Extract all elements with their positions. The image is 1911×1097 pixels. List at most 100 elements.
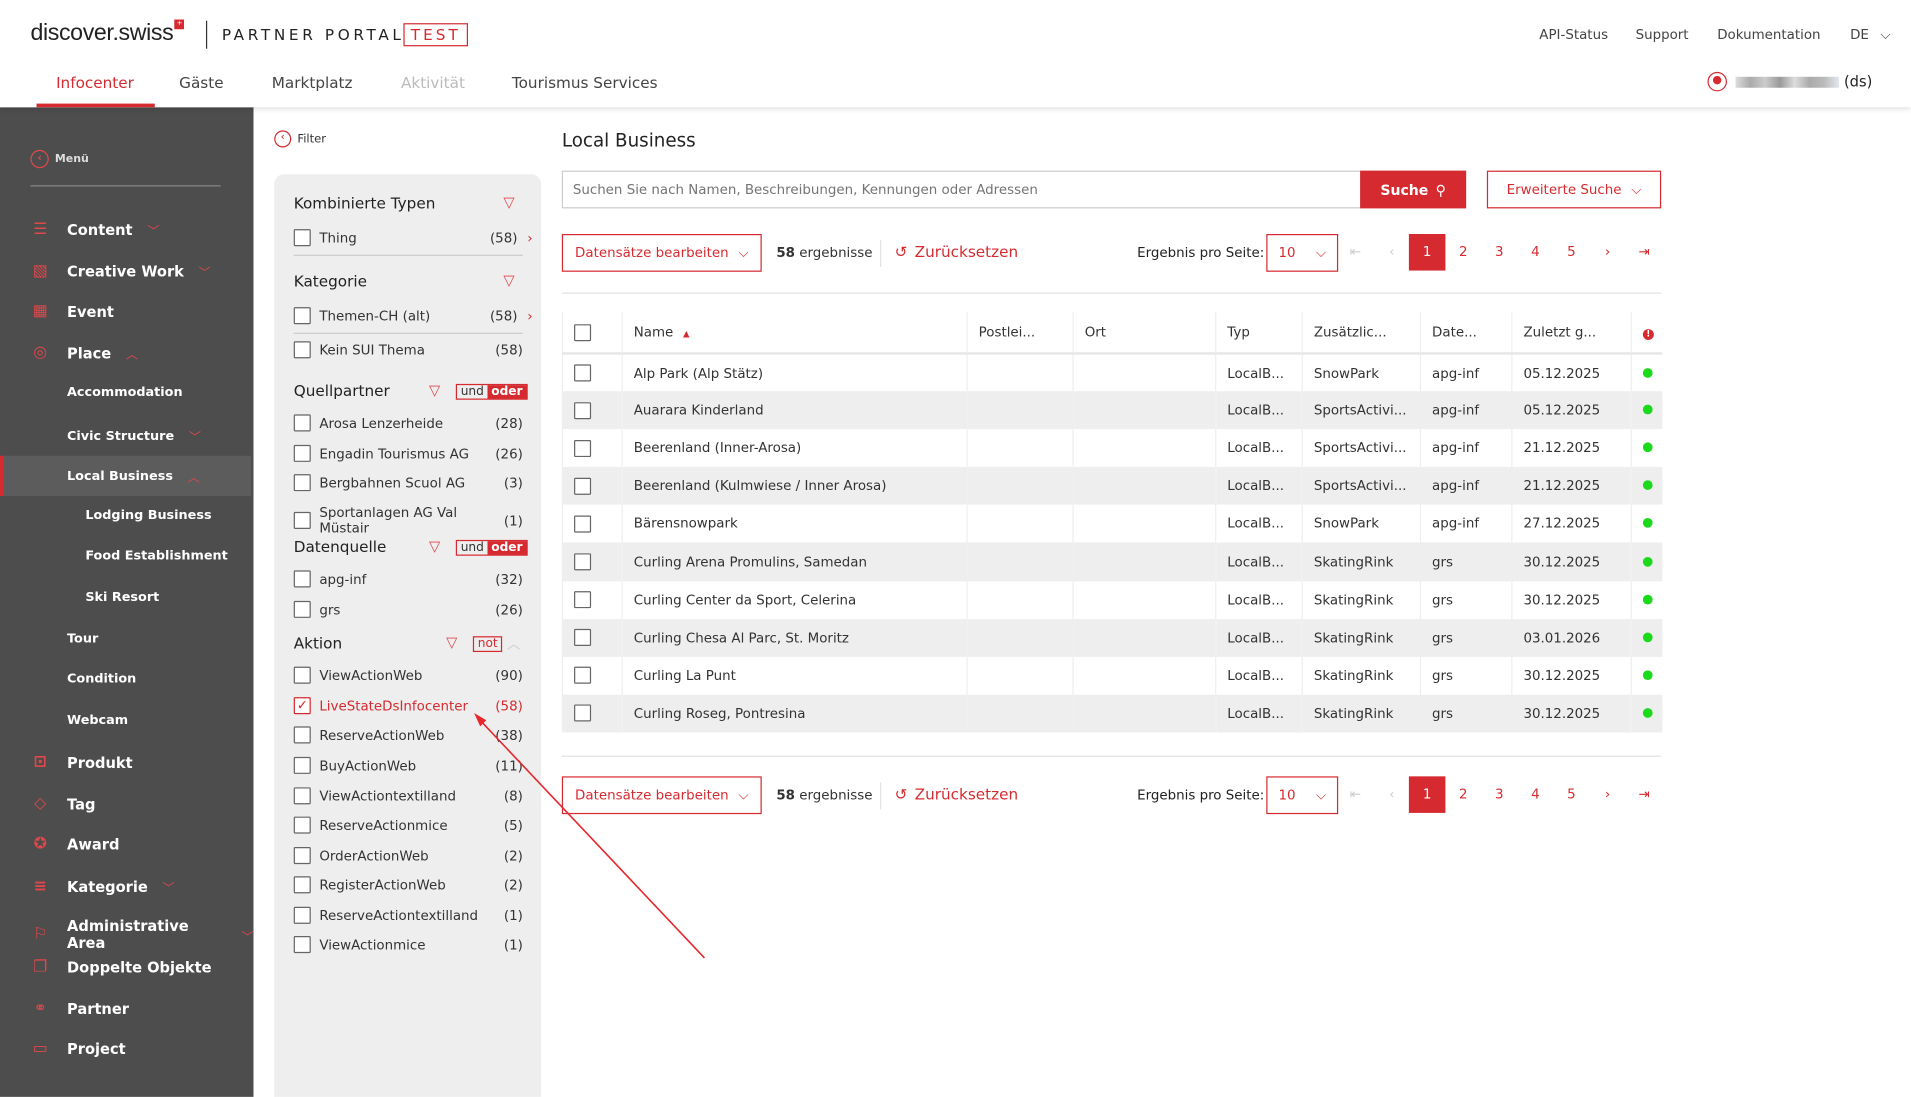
page-4-button[interactable]: 4 xyxy=(1531,243,1540,260)
chevron-right-icon[interactable]: › xyxy=(527,229,533,246)
filter-option-arosa-lenzerheide[interactable]: Arosa Lenzerheide (28) xyxy=(293,414,523,432)
row-checkbox[interactable] xyxy=(574,553,592,571)
reset-button[interactable]: ↺ Zurücksetzen xyxy=(894,784,1019,804)
cell-name[interactable]: Curling La Punt xyxy=(621,656,968,695)
sidebar-item-administrative-area[interactable]: ⚐ Administrative Area ﹀ xyxy=(33,918,254,952)
chevron-down-icon[interactable]: ﹀ xyxy=(198,266,211,281)
sidebar-item-ski-resort[interactable]: Ski Resort xyxy=(85,589,160,605)
page-3-button[interactable]: 3 xyxy=(1495,243,1504,260)
filter-option-viewactionmice[interactable]: ViewActionmice (1) xyxy=(293,936,523,954)
filter-option-livestatedsinfocenter[interactable]: ✓ LiveStateDsInfocenter (58) xyxy=(293,697,523,715)
checkbox[interactable] xyxy=(293,787,311,805)
per-page-select[interactable]: 10 ⌵ xyxy=(1266,234,1339,272)
checkbox[interactable] xyxy=(293,600,311,618)
chevron-down-icon[interactable]: ﹀ xyxy=(241,930,254,944)
filter-option-reserveactiontextilland[interactable]: ReserveActiontextilland (1) xyxy=(293,906,523,924)
row-checkbox[interactable] xyxy=(574,591,592,609)
column-header-date[interactable]: Date... xyxy=(1419,312,1512,355)
chevron-down-icon[interactable]: ﹀ xyxy=(188,431,201,445)
checkbox[interactable] xyxy=(293,726,311,744)
table-row[interactable]: Beerenland (Kulmwiese / Inner Arosa) Loca… xyxy=(561,467,1662,506)
select-all-checkbox[interactable] xyxy=(574,323,592,341)
cell-name[interactable]: Curling Center da Sport, Celerina xyxy=(621,580,968,619)
page-1-button[interactable]: 1 xyxy=(1408,776,1446,813)
column-header-typ[interactable]: Typ xyxy=(1215,312,1303,355)
cell-name[interactable]: Beerenland (Inner-Arosa) xyxy=(621,429,968,468)
chevron-down-icon[interactable]: ﹀ xyxy=(147,225,160,239)
checkbox[interactable] xyxy=(293,847,311,865)
checkbox[interactable] xyxy=(293,511,311,529)
filter-funnel-icon[interactable]: ▽ xyxy=(503,193,515,211)
table-row[interactable]: Bärensnowpark LocalB... SnowPark apg-inf 27.… xyxy=(561,505,1662,543)
advanced-search-button[interactable]: Erweiterte Suche ⌵ xyxy=(1486,170,1662,209)
sidebar-item-doppelte-objekte[interactable]: ❐ Doppelte Objekte xyxy=(33,959,211,977)
sidebar-item-civic-structure[interactable]: Civic Structure ﹀ xyxy=(67,428,201,445)
table-row[interactable]: Curling Chesa Al Parc, St. Moritz LocalB.… xyxy=(561,618,1662,657)
checkbox[interactable] xyxy=(293,474,311,492)
chevron-up-icon[interactable]: ︿ xyxy=(507,636,521,653)
filter-collapse-button[interactable]: ‹ Filter xyxy=(274,130,326,148)
sidebar-item-content[interactable]: ☰ Content ﹀ xyxy=(33,221,160,239)
first-page-icon[interactable]: ⇤ xyxy=(1349,243,1361,260)
filter-funnel-icon[interactable]: ▽ xyxy=(503,271,515,289)
checkbox[interactable] xyxy=(293,229,311,247)
sidebar-item-food-establishment[interactable]: Food Establishment xyxy=(85,548,228,564)
page-2-button[interactable]: 2 xyxy=(1458,786,1468,802)
filter-option-viewactionweb[interactable]: ViewActionWeb (90) xyxy=(293,666,523,684)
language-select[interactable]: DE ⌵ xyxy=(1850,26,1891,43)
checkbox[interactable] xyxy=(293,876,311,894)
prev-page-icon[interactable]: ‹ xyxy=(1389,243,1395,260)
cell-name[interactable]: Curling Roseg, Pontresina xyxy=(621,694,968,733)
sidebar-item-accommodation[interactable]: Accommodation xyxy=(67,385,183,400)
table-row[interactable]: Alp Park (Alp Stätz) LocalB... SnowPark apg… xyxy=(561,353,1662,392)
column-header-zuletzt-g[interactable]: Zuletzt g... xyxy=(1511,312,1632,355)
sidebar-item-lodging-business[interactable]: Lodging Business xyxy=(85,508,212,523)
cell-name[interactable]: Alp Park (Alp Stätz) xyxy=(621,353,968,392)
checkbox[interactable] xyxy=(293,756,311,774)
filter-option-engadin-tourismus-ag[interactable]: Engadin Tourismus AG (26) xyxy=(293,444,523,462)
filter-option-buyactionweb[interactable]: BuyActionWeb (11) xyxy=(293,756,523,774)
api-status-link[interactable]: API-Status xyxy=(1539,26,1609,43)
user-icon[interactable]: ● xyxy=(1707,71,1727,92)
edit-records-button[interactable]: Datensätze bearbeiten ⌵ xyxy=(561,234,762,272)
and-option[interactable]: und xyxy=(460,385,484,399)
checkbox[interactable] xyxy=(293,906,311,924)
table-row[interactable]: Auarara Kinderland LocalB... SportsActivi.… xyxy=(561,391,1662,430)
last-page-icon[interactable]: ⇥ xyxy=(1638,786,1650,802)
tab-infocenter[interactable]: Infocenter xyxy=(56,73,134,92)
column-header-name[interactable]: Name ▲ xyxy=(621,312,968,355)
next-page-icon[interactable]: › xyxy=(1604,243,1611,260)
row-checkbox[interactable] xyxy=(574,515,592,533)
row-checkbox[interactable] xyxy=(574,704,592,722)
sidebar-item-place[interactable]: ◎ Place ︿ xyxy=(33,344,138,362)
next-page-icon[interactable]: › xyxy=(1604,786,1611,802)
page-1-button[interactable]: 1 xyxy=(1408,234,1446,271)
cell-name[interactable]: Curling Chesa Al Parc, St. Moritz xyxy=(621,618,968,657)
row-checkbox[interactable] xyxy=(574,667,592,685)
row-checkbox[interactable] xyxy=(574,439,592,457)
sidebar-item-partner[interactable]: ⚭ Partner xyxy=(34,1000,129,1018)
filter-option-themen-ch-alt[interactable]: Themen-CH (alt) (58) › xyxy=(293,307,533,325)
checkbox[interactable] xyxy=(293,816,311,834)
cell-name[interactable]: Beerenland (Kulmwiese / Inner Arosa) xyxy=(621,467,968,506)
documentation-link[interactable]: Dokumentation xyxy=(1717,26,1821,43)
per-page-select[interactable]: 10 ⌵ xyxy=(1266,776,1339,815)
logo[interactable]: discover.swiss + xyxy=(30,19,185,48)
row-checkbox[interactable] xyxy=(574,364,592,382)
menu-collapse-button[interactable]: ‹ Menü xyxy=(30,149,89,169)
sidebar-item-webcam[interactable]: Webcam xyxy=(67,712,129,728)
chevron-down-icon[interactable]: ﹀ xyxy=(162,882,175,896)
page-2-button[interactable]: 2 xyxy=(1458,243,1468,260)
sidebar-item-kategorie[interactable]: ≡ Kategorie ﹀ xyxy=(34,878,175,896)
page-3-button[interactable]: 3 xyxy=(1495,786,1504,802)
not-toggle[interactable]: not xyxy=(472,636,503,653)
support-link[interactable]: Support xyxy=(1635,26,1689,43)
checkbox[interactable]: ✓ xyxy=(293,697,311,715)
checkbox[interactable] xyxy=(293,936,311,954)
column-header-zusaetzlic[interactable]: Zusätzlic... xyxy=(1301,312,1421,355)
filter-option-reserveactionmice[interactable]: ReserveActionmice (5) xyxy=(293,816,523,834)
page-5-button[interactable]: 5 xyxy=(1567,243,1576,260)
filter-funnel-icon[interactable]: ▽ xyxy=(446,633,458,651)
cell-name[interactable]: Auarara Kinderland xyxy=(621,391,968,430)
tab-gaeste[interactable]: Gäste xyxy=(179,73,224,92)
